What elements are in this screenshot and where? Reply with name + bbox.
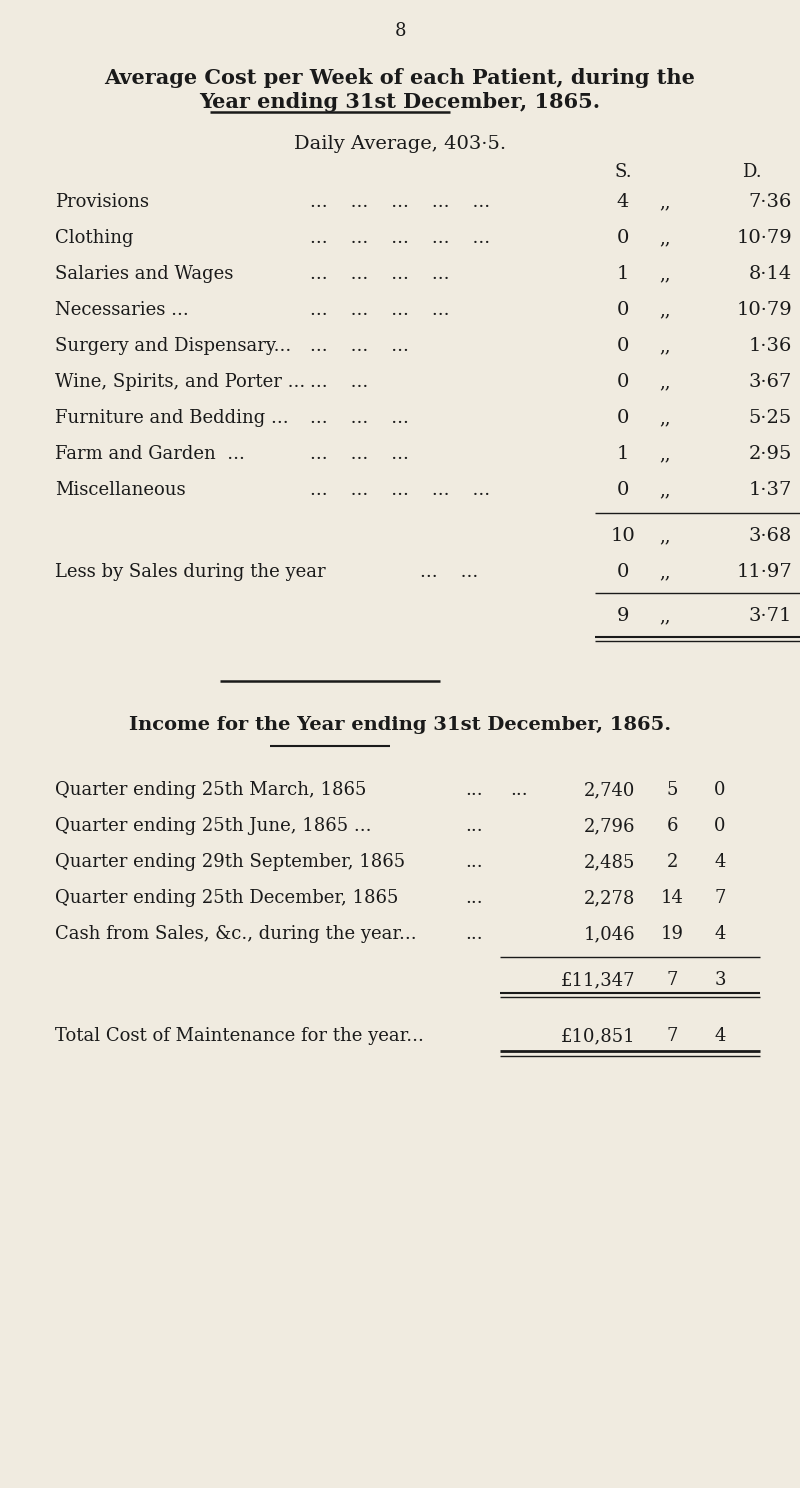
Text: 2·95: 2·95 (749, 445, 792, 463)
Text: ...    ...    ...    ...    ...: ... ... ... ... ... (310, 193, 490, 211)
Text: ...    ...    ...    ...: ... ... ... ... (310, 265, 450, 283)
Text: ,,: ,, (659, 301, 670, 318)
Text: 0: 0 (617, 562, 629, 580)
Text: 14: 14 (661, 888, 683, 908)
Text: 0: 0 (617, 409, 629, 427)
Text: 0: 0 (714, 817, 726, 835)
Text: 4: 4 (617, 193, 629, 211)
Text: 2,278: 2,278 (584, 888, 635, 908)
Text: ...: ... (510, 781, 528, 799)
Text: 19: 19 (661, 926, 683, 943)
Text: ,,: ,, (659, 229, 670, 247)
Text: ,,: ,, (659, 481, 670, 498)
Text: Daily Average, 403·5.: Daily Average, 403·5. (294, 135, 506, 153)
Text: ...    ...    ...: ... ... ... (310, 445, 409, 463)
Text: Quarter ending 25th December, 1865: Quarter ending 25th December, 1865 (55, 888, 398, 908)
Text: Surgery and Dispensary...: Surgery and Dispensary... (55, 336, 291, 356)
Text: ,,: ,, (659, 445, 670, 463)
Text: 2,796: 2,796 (583, 817, 635, 835)
Text: 6: 6 (666, 817, 678, 835)
Text: Less by Sales during the year: Less by Sales during the year (55, 562, 326, 580)
Text: 8: 8 (394, 22, 406, 40)
Text: 9: 9 (617, 607, 630, 625)
Text: Wine, Spirits, and Porter ...: Wine, Spirits, and Porter ... (55, 373, 306, 391)
Text: ,,: ,, (659, 193, 670, 211)
Text: 1: 1 (617, 265, 629, 283)
Text: Income for the Year ending 31st December, 1865.: Income for the Year ending 31st December… (129, 716, 671, 734)
Text: 5: 5 (666, 781, 678, 799)
Text: 4: 4 (714, 926, 726, 943)
Text: 1·37: 1·37 (749, 481, 792, 498)
Text: 10·79: 10·79 (736, 229, 792, 247)
Text: 7: 7 (666, 972, 678, 990)
Text: ...    ...    ...    ...    ...: ... ... ... ... ... (310, 481, 490, 498)
Text: 0: 0 (617, 373, 629, 391)
Text: 2: 2 (666, 853, 678, 870)
Text: 8·14: 8·14 (749, 265, 792, 283)
Text: 3·67: 3·67 (749, 373, 792, 391)
Text: 3: 3 (714, 972, 726, 990)
Text: Provisions: Provisions (55, 193, 149, 211)
Text: 10·79: 10·79 (736, 301, 792, 318)
Text: Cash from Sales, &c., during the year...: Cash from Sales, &c., during the year... (55, 926, 417, 943)
Text: 0: 0 (617, 336, 629, 356)
Text: ...    ...: ... ... (310, 373, 368, 391)
Text: ...: ... (465, 888, 482, 908)
Text: ,,: ,, (659, 409, 670, 427)
Text: Average Cost per Week of each Patient, during the: Average Cost per Week of each Patient, d… (105, 68, 695, 88)
Text: ,,: ,, (659, 373, 670, 391)
Text: 0: 0 (617, 481, 629, 498)
Text: ...: ... (465, 781, 482, 799)
Text: 7: 7 (714, 888, 726, 908)
Text: Quarter ending 25th March, 1865: Quarter ending 25th March, 1865 (55, 781, 366, 799)
Text: 11·97: 11·97 (736, 562, 792, 580)
Text: 7·36: 7·36 (749, 193, 792, 211)
Text: Salaries and Wages: Salaries and Wages (55, 265, 234, 283)
Text: ,,: ,, (659, 562, 670, 580)
Text: 10: 10 (610, 527, 635, 545)
Text: Year ending 31st December, 1865.: Year ending 31st December, 1865. (199, 92, 601, 112)
Text: ...    ...    ...    ...    ...: ... ... ... ... ... (310, 229, 490, 247)
Text: ...: ... (465, 817, 482, 835)
Text: 0: 0 (617, 301, 629, 318)
Text: £11,347: £11,347 (561, 972, 635, 990)
Text: ,,: ,, (659, 336, 670, 356)
Text: 4: 4 (714, 853, 726, 870)
Text: Total Cost of Maintenance for the year...: Total Cost of Maintenance for the year..… (55, 1027, 424, 1045)
Text: 1: 1 (617, 445, 629, 463)
Text: S.: S. (614, 164, 632, 182)
Text: £10,851: £10,851 (560, 1027, 635, 1045)
Text: ...    ...    ...: ... ... ... (310, 336, 409, 356)
Text: 2,740: 2,740 (584, 781, 635, 799)
Text: ...    ...    ...    ...: ... ... ... ... (310, 301, 450, 318)
Text: 1·36: 1·36 (749, 336, 792, 356)
Text: D.: D. (742, 164, 762, 182)
Text: ...    ...    ...: ... ... ... (310, 409, 409, 427)
Text: ...: ... (465, 853, 482, 870)
Text: 3·68: 3·68 (749, 527, 792, 545)
Text: Furniture and Bedding ...: Furniture and Bedding ... (55, 409, 289, 427)
Text: 0: 0 (617, 229, 629, 247)
Text: Miscellaneous: Miscellaneous (55, 481, 186, 498)
Text: 5·25: 5·25 (749, 409, 792, 427)
Text: 1,046: 1,046 (583, 926, 635, 943)
Text: Quarter ending 29th September, 1865: Quarter ending 29th September, 1865 (55, 853, 405, 870)
Text: ,,: ,, (659, 265, 670, 283)
Text: ...    ...: ... ... (420, 562, 478, 580)
Text: 2,485: 2,485 (584, 853, 635, 870)
Text: 0: 0 (714, 781, 726, 799)
Text: Farm and Garden  ...: Farm and Garden ... (55, 445, 245, 463)
Text: 3·71: 3·71 (749, 607, 792, 625)
Text: 4: 4 (714, 1027, 726, 1045)
Text: Necessaries ...: Necessaries ... (55, 301, 189, 318)
Text: ,,: ,, (659, 527, 670, 545)
Text: ,,: ,, (659, 607, 670, 625)
Text: Quarter ending 25th June, 1865 ...: Quarter ending 25th June, 1865 ... (55, 817, 371, 835)
Text: 7: 7 (666, 1027, 678, 1045)
Text: Clothing: Clothing (55, 229, 134, 247)
Text: ...: ... (465, 926, 482, 943)
